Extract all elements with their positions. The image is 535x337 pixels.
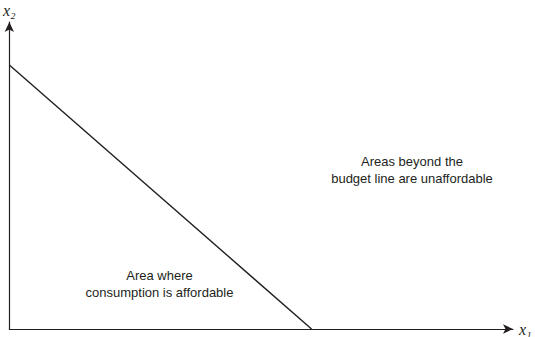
svg-text:Area where: Area where xyxy=(126,268,192,283)
svg-text:Areas beyond the: Areas beyond the xyxy=(361,154,463,169)
svg-text:budget line are unaffordable: budget line are unaffordable xyxy=(331,171,493,186)
svg-text:x₁: x₁ xyxy=(518,321,532,337)
svg-text:x₂: x₂ xyxy=(2,2,16,19)
svg-text:consumption is affordable: consumption is affordable xyxy=(86,285,234,300)
